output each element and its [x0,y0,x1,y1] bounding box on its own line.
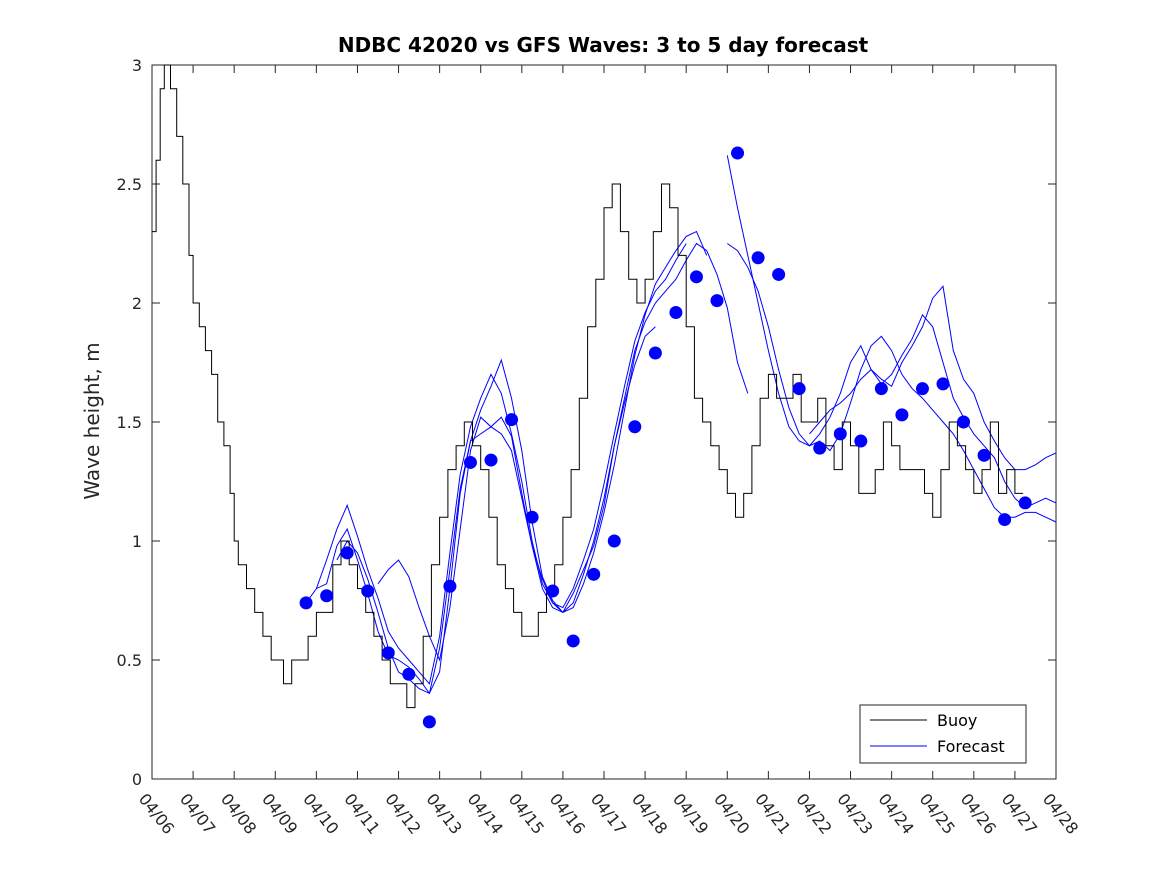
forecast-point [628,420,642,434]
forecast-series-line [726,155,1057,523]
forecast-point [361,584,375,598]
forecast-point [402,667,416,681]
forecast-series-line [336,230,708,695]
y-tick-label: 1 [132,532,142,551]
forecast-point [505,413,519,427]
y-tick-label: 3 [132,56,142,75]
forecast-point [895,408,909,422]
forecast-point [566,634,580,648]
forecast-point [772,267,786,281]
legend-buoy-label: Buoy [937,711,977,730]
forecast-point [689,270,703,284]
forecast-point [546,584,560,598]
forecast-point [792,382,806,396]
forecast-point [463,455,477,469]
chart-title: NDBC 42020 vs GFS Waves: 3 to 5 day fore… [338,33,869,57]
forecast-point [422,715,436,729]
forecast-point [936,377,950,391]
forecast-series-line [305,326,656,695]
forecast-point [833,427,847,441]
y-tick-label: 0.5 [117,651,142,670]
forecast-point [340,546,354,560]
series-layer [152,64,1057,729]
forecast-point [915,382,929,396]
forecast-point [710,294,724,308]
forecast-point [751,251,765,265]
forecast-point [443,579,457,593]
forecast-point [525,510,539,524]
legend: Buoy Forecast [859,704,1027,764]
forecast-point [587,567,601,581]
forecast-point [957,415,971,429]
forecast-point [669,306,683,320]
y-tick-label: 0 [132,770,142,789]
forecast-point [607,534,621,548]
y-axis-label: Wave height, m [80,342,104,499]
forecast-point [320,589,334,603]
forecast-point [813,441,827,455]
forecast-point [299,596,313,610]
forecast-point [977,448,991,462]
forecast-point [998,513,1012,527]
y-tick-label: 1.5 [117,413,142,432]
forecast-point [874,382,888,396]
y-tick-label: 2.5 [117,175,142,194]
forecast-point [854,434,868,448]
forecast-point [648,346,662,360]
legend-box [859,704,1027,764]
forecast-point [731,146,745,160]
legend-forecast-label: Forecast [937,737,1005,756]
forecast-point [381,646,395,660]
buoy-series-line [152,64,1024,709]
forecast-point [1018,496,1032,510]
forecast-series-line [727,243,1057,509]
y-tick-label: 2 [132,294,142,313]
forecast-series-line [315,243,687,685]
forecast-point [484,453,498,467]
